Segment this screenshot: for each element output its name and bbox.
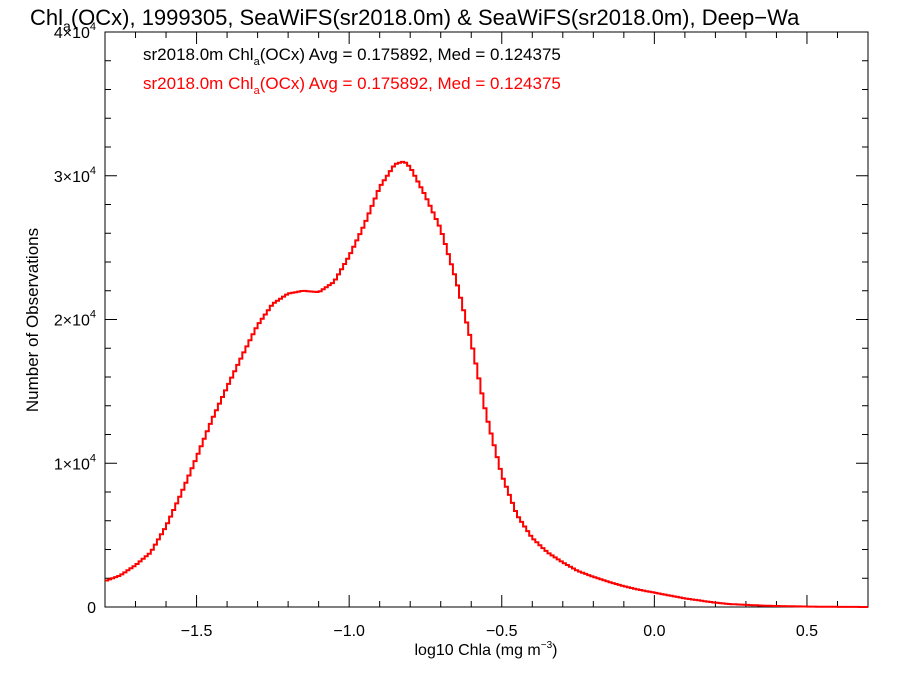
y-tick-mantissa: 3×10 bbox=[54, 169, 90, 186]
series-line bbox=[105, 160, 868, 608]
legend-sub: a bbox=[254, 56, 261, 68]
y-tick-label: 1×104 bbox=[54, 452, 96, 473]
x-tick-label: −1.0 bbox=[333, 623, 365, 640]
y-tick-exponent: 4 bbox=[90, 165, 96, 177]
x-axis-label: log10 Chla (mg m−3) bbox=[414, 640, 557, 659]
legend: sr2018.0m Chla(OCx) Avg = 0.175892, Med … bbox=[143, 45, 561, 97]
y-tick-label: 3×104 bbox=[54, 165, 96, 186]
y-tick-mantissa: 4×10 bbox=[54, 25, 90, 42]
y-tick-mantissa: 0 bbox=[87, 600, 96, 617]
legend-entry-red: sr2018.0m Chla(OCx) Avg = 0.175892, Med … bbox=[143, 74, 561, 97]
x-tick-label: −0.5 bbox=[486, 623, 518, 640]
title-subscript: a bbox=[63, 18, 71, 34]
y-tick-mantissa: 1×10 bbox=[54, 456, 90, 473]
legend-tail: (OCx) Avg = 0.175892, Med = 0.124375 bbox=[260, 45, 561, 64]
y-tick-exponent: 4 bbox=[90, 452, 96, 464]
x-tick-labels: −1.5 −1.0 −0.5 0.0 0.5 bbox=[181, 623, 818, 640]
y-tick-mantissa: 2×10 bbox=[54, 313, 90, 330]
y-tick-label: 4×104 bbox=[54, 21, 96, 42]
legend-entry-black: sr2018.0m Chla(OCx) Avg = 0.175892, Med … bbox=[143, 45, 561, 68]
legend-label: sr2018.0m bbox=[143, 45, 223, 64]
y-tick-label: 2×104 bbox=[54, 309, 96, 330]
x-axis-label-main: log10 Chla (mg m bbox=[414, 642, 540, 659]
legend-var: Chl bbox=[228, 74, 254, 93]
legend-sub: a bbox=[254, 85, 261, 97]
legend-label: sr2018.0m bbox=[143, 74, 223, 93]
y-tick-exponent: 4 bbox=[90, 309, 96, 321]
chart-title: Chla(OCx), 1999305, SeaWiFS(sr2018.0m) &… bbox=[30, 5, 800, 34]
axis-ticks bbox=[104, 31, 869, 608]
y-axis-label: Number of Observations bbox=[23, 228, 42, 412]
legend-var: Chl bbox=[228, 45, 254, 64]
x-tick-label: −1.5 bbox=[181, 623, 213, 640]
plot-frame bbox=[104, 31, 869, 608]
x-tick-label: 0.0 bbox=[643, 623, 665, 640]
title-rest: (OCx), 1999305, SeaWiFS(sr2018.0m) & Sea… bbox=[71, 5, 800, 30]
legend-tail: (OCx) Avg = 0.175892, Med = 0.124375 bbox=[260, 74, 561, 93]
x-tick-label: 0.5 bbox=[796, 623, 818, 640]
x-axis-label-close: ) bbox=[552, 642, 557, 659]
title-prefix: Chl bbox=[30, 5, 63, 30]
y-tick-exponent: 4 bbox=[90, 21, 96, 33]
y-tick-label: 0 bbox=[87, 600, 96, 617]
x-axis-label-exp: −3 bbox=[541, 640, 553, 651]
